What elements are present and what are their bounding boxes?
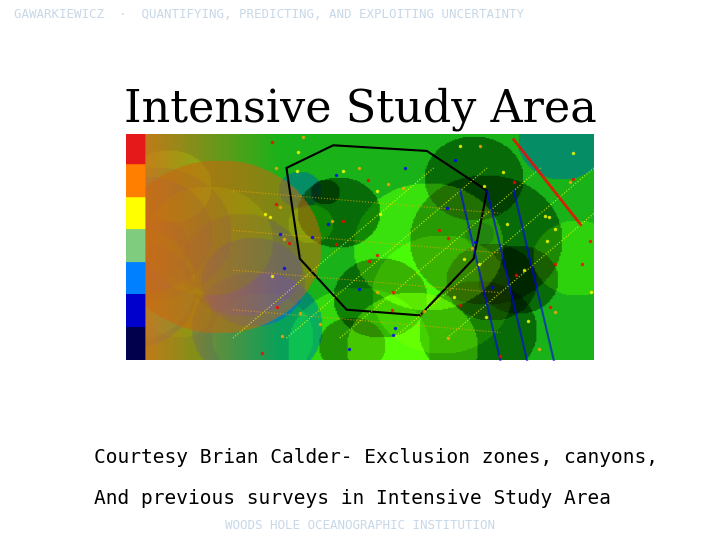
Text: And previous surveys in Intensive Study Area: And previous surveys in Intensive Study … (94, 489, 611, 508)
Text: WOODS HOLE OCEANOGRAPHIC INSTITUTION: WOODS HOLE OCEANOGRAPHIC INSTITUTION (225, 518, 495, 532)
Text: Courtesy Brian Calder- Exclusion zones, canyons,: Courtesy Brian Calder- Exclusion zones, … (94, 448, 657, 467)
Text: GAWARKIEWICZ  ·  QUANTIFYING, PREDICTING, AND EXPLOITING UNCERTAINTY: GAWARKIEWICZ · QUANTIFYING, PREDICTING, … (14, 8, 524, 22)
Text: Intensive Study Area: Intensive Study Area (124, 87, 596, 131)
